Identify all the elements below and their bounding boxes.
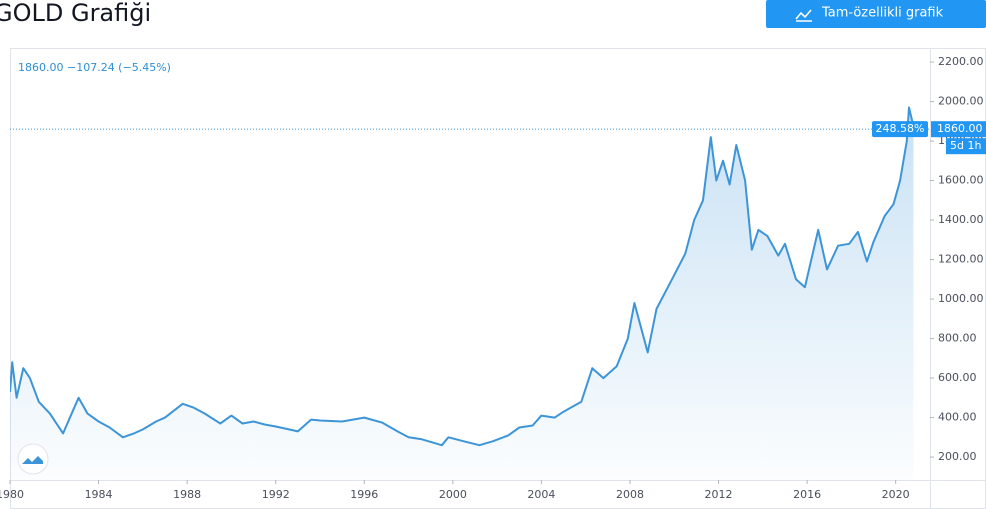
x-tick-label: 2008 <box>616 488 644 501</box>
y-tick-label: 1600.00 <box>938 174 984 187</box>
y-tick-label: 2200.00 <box>938 55 984 68</box>
price-badge: 1860.00 <box>937 122 983 135</box>
x-tick-label: 2004 <box>527 488 555 501</box>
x-tick-label: 2012 <box>705 488 733 501</box>
price-line <box>10 106 915 447</box>
y-tick-label: 600.00 <box>938 371 977 384</box>
x-tick-label: 1984 <box>85 488 113 501</box>
x-tick-label: 1996 <box>350 488 378 501</box>
y-tick-label: 1000.00 <box>938 292 984 305</box>
price-badge-bg <box>931 121 986 138</box>
button-label[interactable]: Tam-özellikli grafik <box>821 6 944 21</box>
y-tick-label: 800.00 <box>938 332 977 345</box>
y-tick-label: 1200.00 <box>938 253 984 266</box>
x-tick-label: 2020 <box>882 488 910 501</box>
full-chart-button[interactable] <box>766 0 986 28</box>
x-tick-label: 1988 <box>173 488 201 501</box>
legend-text: 1860.00 −107.24 (−5.45%) <box>18 61 171 74</box>
change-badge-bg <box>872 121 928 138</box>
x-tick-label: 1992 <box>262 488 290 501</box>
y-tick-label: 400.00 <box>938 411 977 424</box>
area-fill <box>10 107 914 480</box>
interval-badge: 5d 1h <box>950 139 981 152</box>
y-tick-label: 200.00 <box>938 450 977 463</box>
logo-icon <box>22 456 43 464</box>
y-tick-label: 2000.00 <box>938 95 984 108</box>
x-tick-label: 1980 <box>0 488 24 501</box>
x-tick-label: 2016 <box>793 488 821 501</box>
logo[interactable] <box>17 443 49 475</box>
page-title: GOLD Grafiği <box>0 0 151 27</box>
change-badge: 248.58% <box>876 122 925 135</box>
button-icon <box>795 9 812 22</box>
y-tick-label: 1400.00 <box>938 213 984 226</box>
x-tick-label: 2000 <box>439 488 467 501</box>
interval-badge-bg <box>946 138 986 155</box>
